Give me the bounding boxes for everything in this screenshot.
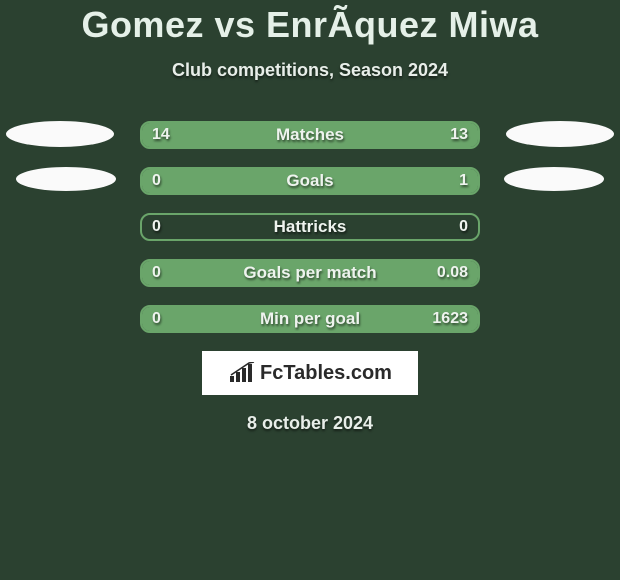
- stat-bar-right-fill: [142, 307, 478, 331]
- brand-text: FcTables.com: [260, 362, 392, 385]
- stat-bar-right-fill: [142, 261, 478, 285]
- stat-bar: 01623Min per goal: [140, 305, 480, 333]
- stat-row: 01623Min per goal: [0, 305, 620, 333]
- stat-value-left: 14: [152, 123, 170, 147]
- page-title: Gomez vs EnrÃ­quez Miwa: [0, 4, 620, 46]
- stat-bar: 0 0Hattricks: [140, 213, 480, 241]
- stat-row: 1413Matches: [0, 121, 620, 149]
- comparison-infographic: Gomez vs EnrÃ­quez Miwa Club competition…: [0, 0, 620, 580]
- stat-value-left: 0: [152, 261, 161, 285]
- stat-bar-right-fill: [202, 169, 478, 193]
- stat-value-right: 1623: [432, 307, 468, 331]
- stat-value-left: 0: [152, 169, 161, 193]
- stat-label: Hattricks: [142, 215, 478, 239]
- stat-row: 0 0Hattricks: [0, 213, 620, 241]
- stat-value-right: 0: [459, 215, 468, 239]
- club-logo-right: [504, 167, 604, 191]
- club-logo-left: [16, 167, 116, 191]
- stat-row: 01Goals: [0, 167, 620, 195]
- stat-value-right: 0.08: [437, 261, 468, 285]
- brand-badge: FcTables.com: [202, 351, 418, 395]
- stat-value-left: 0: [152, 307, 161, 331]
- brand-bars-icon: [228, 362, 256, 384]
- stat-value-right: 1: [459, 169, 468, 193]
- stat-value-right: 13: [450, 123, 468, 147]
- stat-bar: 01Goals: [140, 167, 480, 195]
- snapshot-date: 8 october 2024: [0, 413, 620, 434]
- stat-row: 00.08Goals per match: [0, 259, 620, 287]
- stat-bar: 1413Matches: [140, 121, 480, 149]
- stat-value-left: 0: [152, 215, 161, 239]
- page-subtitle: Club competitions, Season 2024: [0, 60, 620, 81]
- club-logo-left: [6, 121, 114, 147]
- club-logo-right: [506, 121, 614, 147]
- stat-bar: 00.08Goals per match: [140, 259, 480, 287]
- stat-rows: 1413Matches01Goals00Hattricks00.08Goals …: [0, 121, 620, 333]
